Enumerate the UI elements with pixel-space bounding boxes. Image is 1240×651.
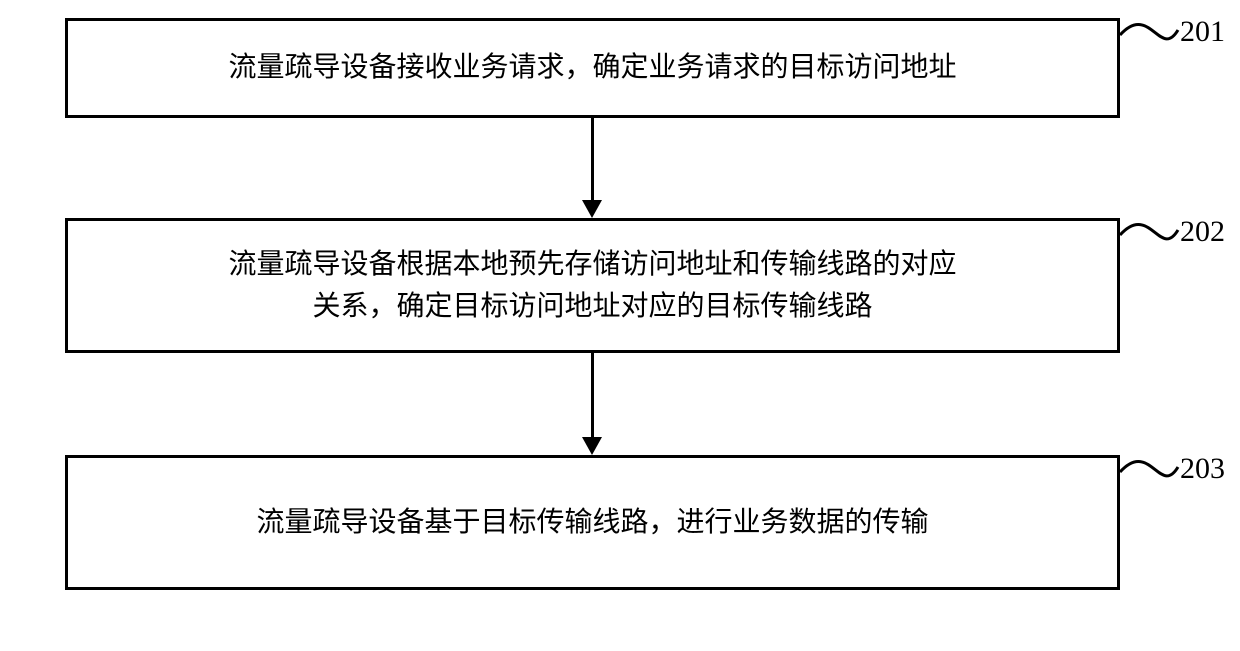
- step-label-3: 203: [1180, 452, 1225, 486]
- flowchart-canvas: 流量疏导设备接收业务请求，确定业务请求的目标访问地址 201 流量疏导设备根据本…: [0, 0, 1240, 651]
- connector-3: [0, 0, 1240, 651]
